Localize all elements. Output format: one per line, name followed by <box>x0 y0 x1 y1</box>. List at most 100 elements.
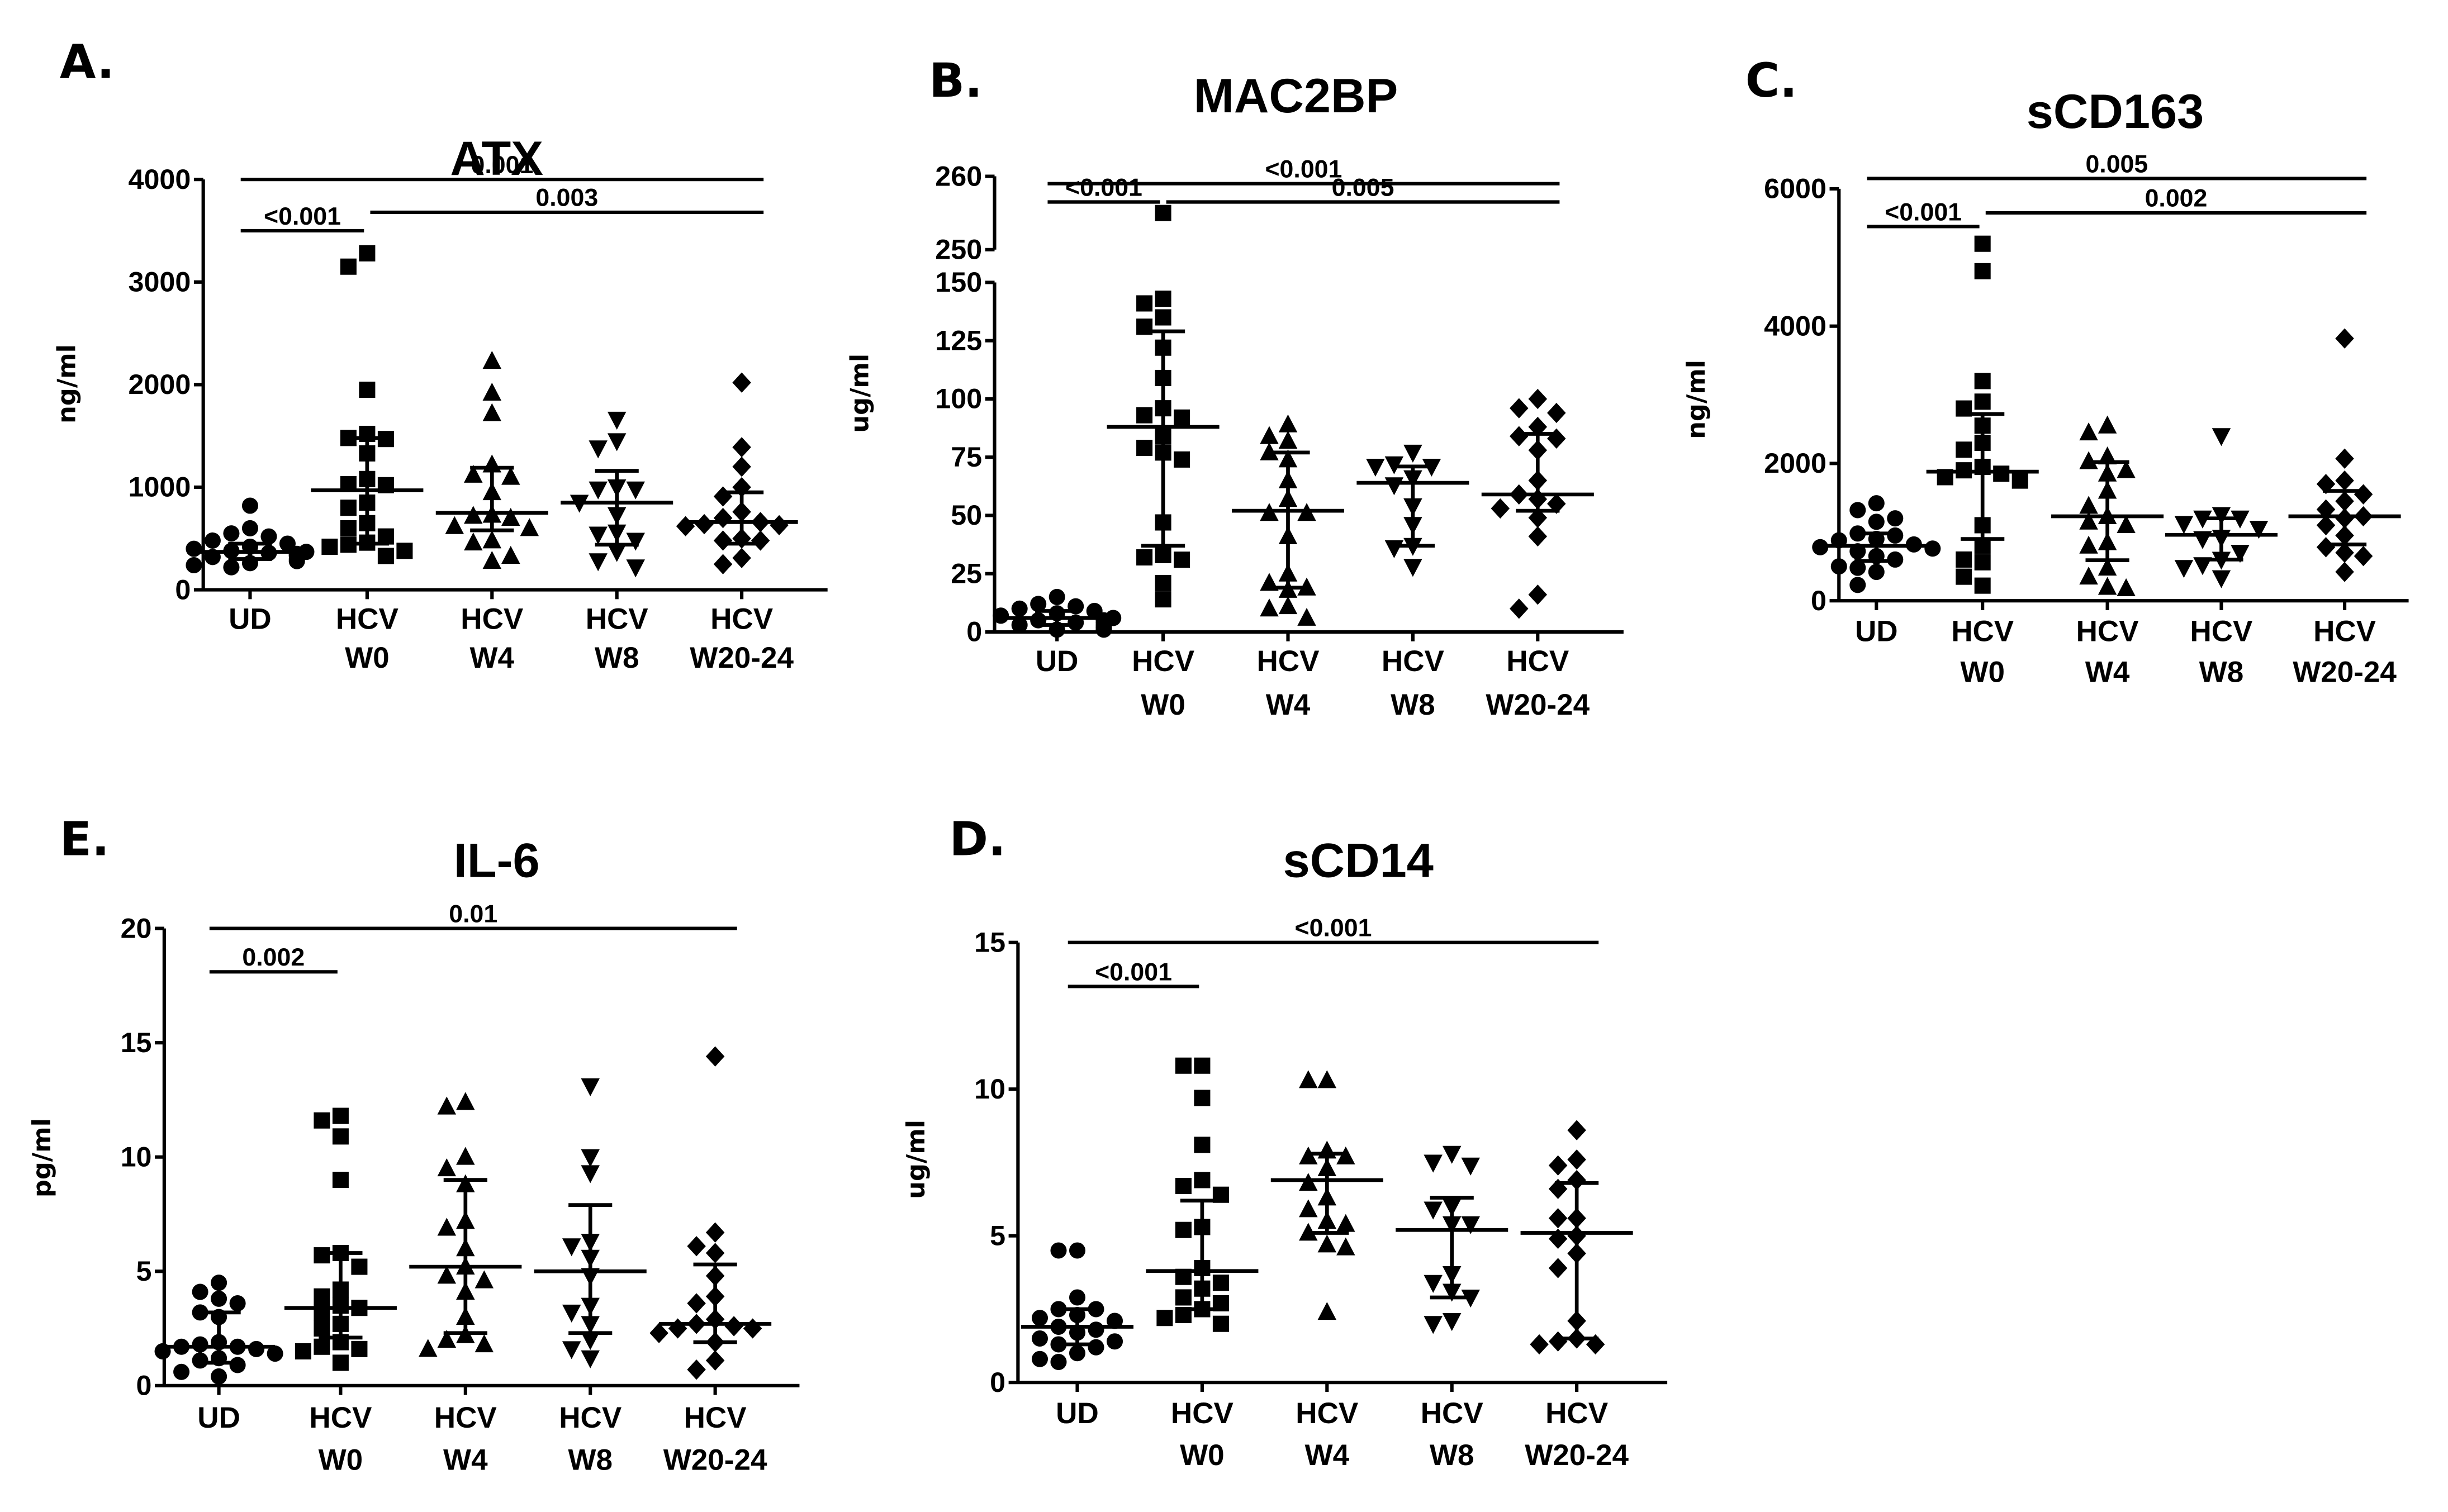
data-point-triangle-down <box>626 532 645 551</box>
data-point-diamond <box>713 530 733 551</box>
data-point-circle <box>1088 1321 1104 1338</box>
data-point-triangle-down <box>562 1238 581 1257</box>
data-point-triangle-up <box>482 551 502 569</box>
data-point-diamond <box>705 1243 725 1263</box>
x-tick-label: UD <box>1056 1397 1099 1430</box>
data-point-square <box>1974 263 1991 279</box>
x-tick-label: W0 <box>1180 1439 1225 1472</box>
chart-title: sCD163 <box>2027 85 2204 139</box>
series-hcv-w8 <box>1396 1145 1508 1334</box>
series-ud <box>1021 1242 1134 1370</box>
data-point-diamond <box>668 1318 687 1339</box>
data-point-circle <box>1011 616 1028 634</box>
data-point-triangle-down <box>581 1350 600 1368</box>
data-point-diamond <box>705 1350 725 1371</box>
data-point-diamond <box>724 1316 743 1337</box>
y-tick-label: 5 <box>990 1220 1005 1251</box>
data-point-square <box>1156 1310 1173 1326</box>
x-tick-label: W8 <box>595 641 639 674</box>
data-point-triangle-up <box>437 1329 457 1348</box>
data-point-triangle-up <box>456 1092 475 1110</box>
y-tick-label: 260 <box>935 160 982 192</box>
panel-letter: C. <box>1745 53 1797 108</box>
data-point-square <box>1956 441 1972 458</box>
x-tick-label: W0 <box>319 1444 363 1477</box>
y-tick-label: 20 <box>121 912 152 944</box>
data-point-square <box>1155 546 1171 563</box>
data-point-triangle-up <box>1317 1070 1337 1088</box>
data-point-diamond <box>1491 498 1510 519</box>
series-hcv-w8 <box>561 411 673 578</box>
data-point-square <box>1136 295 1153 312</box>
data-point-triangle-up <box>1336 1214 1355 1232</box>
significance-label: <0.001 <box>1065 174 1142 201</box>
data-point-diamond <box>676 516 695 536</box>
data-point-triangle-up <box>520 518 539 536</box>
data-point-triangle-up <box>464 506 483 524</box>
data-point-triangle-down <box>1461 1216 1480 1234</box>
data-point-triangle-up <box>1299 1199 1318 1218</box>
x-tick-label: HCV <box>2313 615 2376 648</box>
y-tick-label: 50 <box>951 500 982 531</box>
panel-letter: D. <box>950 811 1006 866</box>
data-point-circle <box>1849 577 1866 593</box>
chart-title: sCD14 <box>1283 834 1433 887</box>
data-point-triangle-down <box>2174 516 2194 534</box>
data-point-circle <box>192 1336 208 1353</box>
data-point-triangle-down <box>626 481 645 500</box>
data-point-circle <box>1011 600 1028 617</box>
data-point-diamond <box>1547 402 1566 424</box>
x-tick-label: W20-24 <box>1525 1439 1629 1472</box>
data-point-triangle-down <box>1442 1145 1462 1164</box>
x-tick-label: W20-24 <box>1486 688 1590 721</box>
y-tick-label: 100 <box>935 383 982 415</box>
data-point-triangle-down <box>1384 477 1404 496</box>
y-tick-label: 4000 <box>1764 310 1826 341</box>
data-point-square <box>1174 409 1190 426</box>
significance-label: 0.002 <box>242 944 305 971</box>
y-tick-label: 4000 <box>129 164 191 195</box>
series-hcv-w4 <box>1270 1070 1383 1320</box>
data-point-square <box>1974 554 1991 570</box>
data-point-diamond <box>1548 1208 1568 1229</box>
chart-panel-scd163: C. sCD163 ng/ml 0 2000 4000 6000 UD HCV W0 HCV W4 HC… <box>1682 53 2409 688</box>
data-point-square <box>1174 551 1190 568</box>
data-point-square <box>351 1258 368 1275</box>
significance-label: 0.002 <box>2145 185 2208 212</box>
data-point-circle <box>223 525 240 542</box>
data-point-triangle-down <box>607 433 627 451</box>
data-point-circle <box>186 540 202 557</box>
x-tick-label: HCV <box>1132 645 1195 678</box>
data-point-diamond <box>687 1236 706 1257</box>
y-tick-label: 0 <box>1811 585 1826 616</box>
data-point-square <box>359 382 376 398</box>
series-hcv-w20-24 <box>1520 1120 1633 1355</box>
x-tick-label: W4 <box>443 1444 488 1477</box>
y-axis-label: ng/ml <box>1682 360 1711 439</box>
data-point-diamond <box>2354 484 2373 505</box>
data-point-circle <box>1069 1345 1086 1362</box>
series-ud <box>1812 495 1941 593</box>
data-point-triangle-up <box>482 382 502 401</box>
data-point-triangle-down <box>2212 507 2231 525</box>
chart-panel-scd14: D. sCD14 ug/ml 0 5 10 15 UD HCV W0 HCV W4 HCV W8 HCV W2… <box>902 811 1668 1472</box>
data-point-square <box>1974 577 1991 594</box>
data-point-square <box>1194 1057 1211 1074</box>
data-point-circle <box>1050 1242 1067 1259</box>
x-tick-label: HCV <box>434 1401 497 1434</box>
data-point-circle <box>267 1345 283 1362</box>
data-point-triangle-up <box>1278 596 1298 615</box>
data-point-diamond <box>732 372 751 393</box>
x-tick-label: HCV <box>1296 1397 1359 1430</box>
series-hcv-w4 <box>2051 415 2164 596</box>
data-point-square <box>1212 1315 1229 1332</box>
data-point-triangle-down <box>626 559 645 578</box>
data-point-triangle-up <box>456 1147 475 1165</box>
data-point-square <box>340 500 357 516</box>
data-point-triangle-up <box>2098 446 2117 465</box>
data-point-diamond <box>705 1046 725 1067</box>
chart-panel-atx: A. ATX ng/ml 0 1000 2000 3000 4000 UD HCV W0 HCV W4 H… <box>53 35 828 674</box>
x-tick-label: W4 <box>2085 655 2130 688</box>
